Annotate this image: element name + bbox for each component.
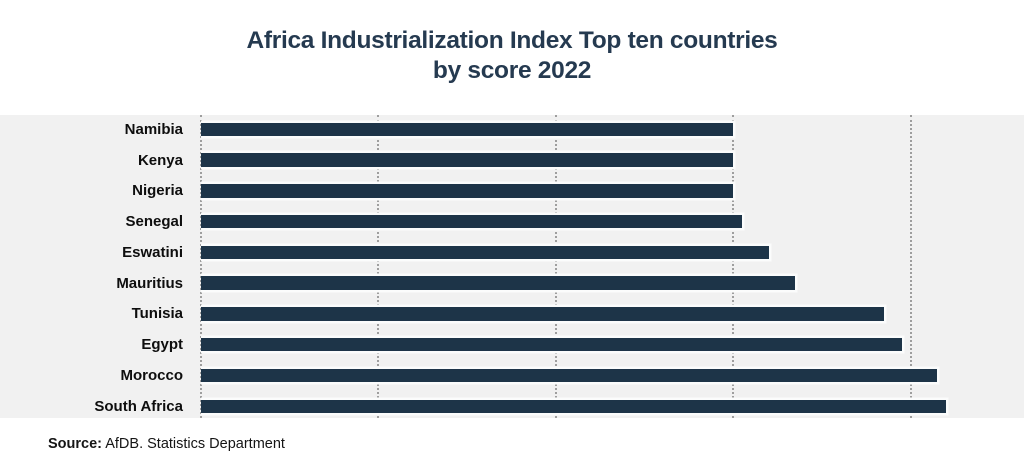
category-label: South Africa (94, 397, 183, 415)
plot-area: Namibia Kenya Nigeria Senegal Eswatini Maurit… (0, 115, 1024, 418)
category-label: Egypt (141, 336, 183, 354)
category-label: Tunisia (131, 305, 183, 323)
bar (201, 337, 902, 352)
bar (201, 368, 938, 383)
gridline-x-0.4 (554, 115, 557, 418)
bar (201, 214, 743, 229)
chart-header: Africa Industrialization Index Top ten c… (0, 26, 1024, 86)
bar (201, 153, 734, 167)
source-label: Source: (48, 436, 102, 452)
category-label: Eswatini (122, 243, 183, 261)
source-note: Source: AfDB. Statistics Department (48, 434, 285, 454)
bar (201, 245, 769, 260)
gridline-x-0.8 (909, 115, 912, 418)
category-label: Morocco (120, 366, 183, 384)
bar (201, 276, 796, 290)
gridline-x-0 (200, 115, 202, 418)
category-label: Kenya (137, 151, 183, 169)
gridline-x-0.2 (377, 115, 380, 418)
bar (201, 122, 734, 136)
chart-title-line-2: by score 2022 (432, 57, 592, 84)
category-label: Mauritius (116, 274, 183, 292)
bar (201, 184, 734, 198)
chart-title-line-1: Africa Industrialization Index Top ten c… (246, 27, 778, 54)
gridline-x-0.6 (732, 115, 735, 418)
chart-title: Africa Industrialization Index Top ten c… (0, 26, 1024, 86)
bar (201, 399, 947, 414)
bar (201, 307, 884, 321)
source-text: AfDB. Statistics Department (105, 436, 285, 452)
category-label: Namibia (124, 120, 183, 138)
category-label: Senegal (125, 213, 183, 231)
category-label: Nigeria (132, 182, 183, 200)
